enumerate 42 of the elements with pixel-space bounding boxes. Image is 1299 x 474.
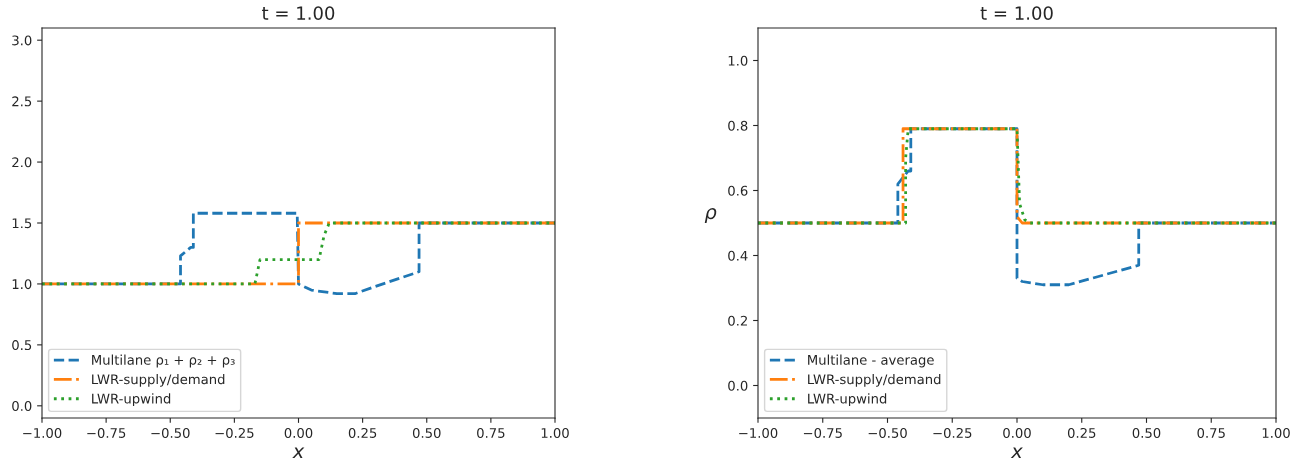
x-tick-label: 0.25 [1067, 427, 1096, 438]
y-tick-label: 1.0 [728, 55, 748, 66]
y-tick-label: 0.8 [728, 120, 748, 131]
y-tick-label: 0.0 [728, 380, 748, 391]
x-tick-label: 1.00 [1262, 427, 1290, 438]
y-tick-label: 1.5 [12, 218, 32, 229]
x-tick-label: 0.75 [1197, 427, 1225, 438]
chart-title: t = 1.00 [262, 6, 335, 20]
y-tick-label: 0.5 [12, 340, 32, 351]
legend-label: LWR-upwind [92, 393, 171, 407]
legend-label: Multilane ρ₁ + ρ₂ + ρ₃ [92, 354, 235, 368]
y-tick-label: 0.0 [12, 401, 32, 412]
x-tick-label: −1.00 [739, 427, 778, 438]
x-tick-label: −0.50 [868, 427, 907, 438]
x-tick-label: 0.25 [348, 427, 377, 438]
x-tick-label: 1.00 [541, 427, 569, 438]
x-tick-label: −0.25 [933, 427, 972, 438]
y-tick-label: 0.2 [728, 315, 747, 326]
x-tick-label: 0.50 [1132, 427, 1161, 438]
legend-label: LWR-upwind [808, 393, 887, 407]
legend-label: Multilane - average [808, 354, 934, 368]
y-tick-label: 0.6 [728, 185, 748, 196]
chart-title: t = 1.00 [980, 6, 1053, 20]
x-tick-label: 0.75 [477, 427, 505, 438]
y-tick-label: 2.0 [12, 157, 32, 168]
x-tick-label: −0.50 [151, 427, 190, 438]
x-tick-label: −1.00 [23, 427, 62, 438]
y-tick-label: 3.0 [12, 35, 32, 46]
x-tick-label: 0.00 [284, 427, 313, 438]
x-tick-label: −0.75 [803, 427, 842, 438]
x-tick-label: −0.25 [215, 427, 254, 438]
x-tick-label: 0.00 [1003, 427, 1031, 438]
y-tick-label: 2.5 [12, 96, 32, 107]
legend-label: LWR-supply/demand [808, 373, 941, 387]
y-axis-title: ρ [704, 208, 717, 223]
x-tick-label: 0.50 [412, 427, 441, 438]
x-axis-title: x [292, 447, 305, 459]
x-tick-label: −0.75 [87, 427, 126, 438]
x-axis-title: x [1010, 447, 1023, 459]
y-tick-label: 0.4 [728, 250, 748, 261]
y-tick-label: 1.0 [12, 279, 32, 290]
legend-label: LWR-supply/demand [92, 373, 225, 387]
